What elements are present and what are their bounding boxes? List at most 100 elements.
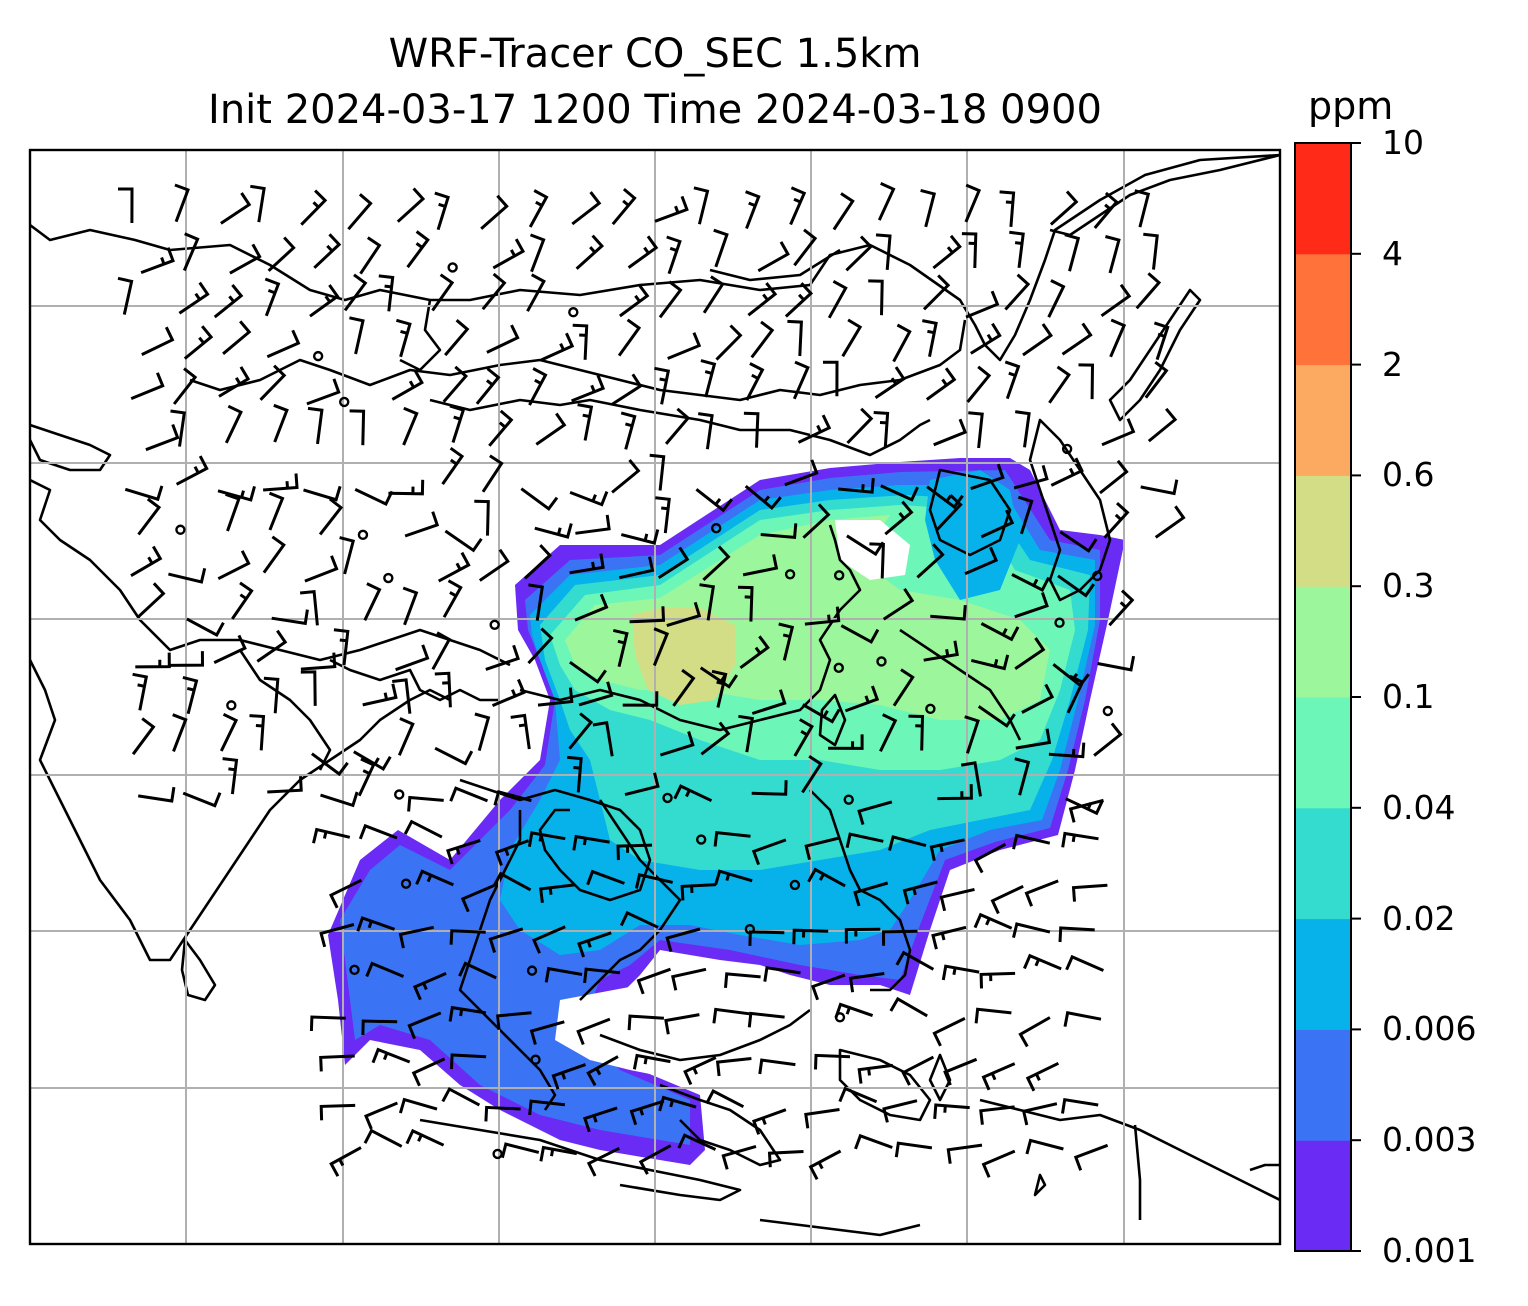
wind-barb: [751, 1108, 787, 1135]
wind-barb: [481, 272, 507, 311]
wind-barb: [449, 786, 489, 803]
wind-barb: [539, 1145, 578, 1162]
wind-barb: [510, 713, 531, 750]
wind-barb: [1057, 574, 1096, 598]
wind-barb: [846, 534, 885, 557]
wind-barb: [1009, 230, 1025, 268]
wind-barb: [1025, 1061, 1060, 1092]
wind-barb: [363, 582, 382, 621]
wind-barb: [1025, 1138, 1064, 1155]
wind-barb: [578, 681, 614, 707]
wind-barb: [575, 514, 611, 535]
wind-barb: [309, 1015, 346, 1032]
wind-barb: [1154, 505, 1186, 539]
wind-barb: [658, 280, 683, 319]
calm-wind-marker: [662, 792, 673, 804]
wind-barb: [1097, 655, 1136, 672]
wind-barb: [742, 554, 779, 577]
wind-barb: [738, 714, 755, 753]
wind-barb: [932, 234, 962, 270]
wind-barb: [458, 961, 497, 980]
wind-barb: [576, 1017, 611, 1046]
wind-barb: [485, 644, 521, 671]
wind-barb: [702, 275, 725, 314]
wind-barb: [1143, 232, 1159, 270]
wind-barb: [1049, 190, 1079, 226]
wind-barb: [213, 634, 247, 664]
wind-barb: [960, 761, 982, 797]
wind-barb: [1134, 189, 1151, 228]
wind-barb: [882, 587, 915, 621]
colorbar-tick-label: 0.6: [1382, 455, 1435, 495]
wind-barb: [916, 543, 945, 579]
wind-barb: [1071, 883, 1108, 902]
coastlines: [30, 153, 1280, 1237]
wind-barb: [808, 1149, 842, 1180]
wind-barb: [673, 784, 713, 803]
wind-barb: [592, 720, 614, 757]
wind-barb: [908, 714, 925, 751]
wind-barb: [1014, 410, 1031, 448]
wind-barb: [667, 332, 702, 360]
wind-barb: [932, 1017, 966, 1047]
calm-wind-marker: [492, 1148, 503, 1160]
map-frame: [28, 148, 1282, 1246]
wind-barb: [877, 182, 896, 221]
wind-barb: [713, 830, 751, 847]
wind-barb: [444, 529, 483, 553]
wind-barb: [1065, 954, 1104, 972]
wind-barb: [869, 542, 885, 579]
wind-barb: [657, 546, 690, 579]
wind-barb: [313, 233, 342, 269]
wind-barb: [737, 585, 754, 622]
wind-barb: [923, 640, 959, 662]
wind-barb: [1061, 831, 1099, 848]
wind-barb: [1063, 1011, 1102, 1027]
wind-barb: [339, 536, 356, 575]
wind-barb: [1021, 683, 1055, 714]
wind-barb: [213, 283, 244, 319]
colorbar-segment: [1295, 586, 1351, 698]
wind-barb: [857, 1063, 894, 1084]
wind-barb: [622, 691, 659, 707]
wind-barb: [617, 318, 642, 357]
colorbar-segment: [1295, 143, 1351, 255]
wind-barb: [392, 678, 412, 714]
colorbar-segment: [1295, 1029, 1351, 1141]
wind-barb: [405, 1128, 445, 1147]
wind-barb: [747, 1011, 785, 1028]
wind-barb: [705, 1088, 745, 1109]
wind-barb: [1012, 922, 1051, 938]
wind-barb: [627, 1014, 664, 1031]
wind-barb: [792, 360, 810, 400]
wind-barb: [884, 500, 914, 536]
wind-barb: [434, 746, 474, 766]
wind-barb: [1061, 322, 1093, 356]
wind-barb: [397, 717, 415, 756]
wind-barb: [1147, 407, 1178, 443]
wind-barb: [901, 1055, 935, 1086]
wind-barb: [875, 233, 892, 271]
wind-barb: [848, 972, 885, 993]
calm-wind-marker: [447, 262, 458, 273]
wind-barb: [1105, 235, 1121, 274]
wind-barb: [620, 411, 637, 450]
wind-barb: [981, 1149, 1016, 1178]
wind-barb: [131, 717, 156, 756]
wind-barb: [319, 1054, 355, 1072]
wind-barb: [933, 1103, 970, 1120]
wind-barb: [537, 687, 574, 707]
wind-barb: [250, 184, 266, 223]
wind-barb: [743, 411, 760, 448]
wind-barb: [840, 624, 880, 644]
wind-barb: [299, 589, 319, 626]
wind-barb: [364, 1101, 398, 1130]
wind-barb: [329, 1146, 362, 1177]
wind-barb: [845, 235, 873, 272]
wind-barb: [634, 873, 674, 889]
wind-barb: [619, 283, 650, 318]
wind-barb: [970, 654, 1010, 671]
wind-barb: [378, 274, 395, 312]
wind-barb: [141, 326, 175, 356]
wind-barb: [137, 582, 166, 618]
